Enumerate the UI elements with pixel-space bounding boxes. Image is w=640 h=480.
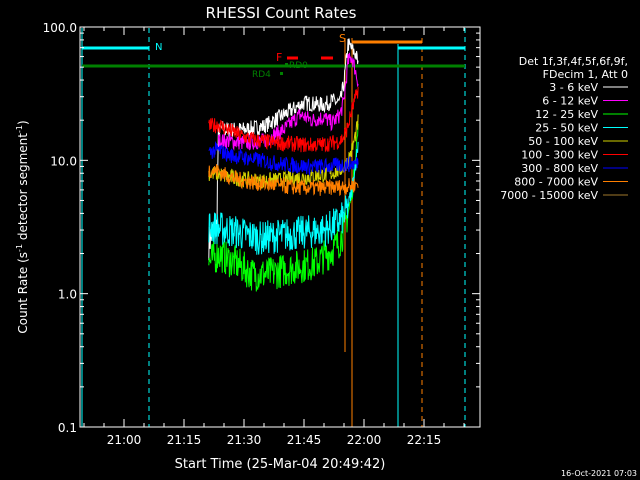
annotation-rd4: RD4	[252, 70, 271, 80]
series-line-7	[208, 164, 359, 197]
annotations: S F RD0 RD4	[252, 32, 346, 80]
plot-frame	[79, 26, 481, 428]
legend-label-3: 25 - 50 keV	[535, 122, 598, 135]
y-label-exp2: -1	[15, 125, 24, 133]
legend-label-2: 12 - 25 keV	[535, 108, 598, 121]
y-tick-label-0: 0.1	[58, 421, 77, 435]
generated-timestamp: 16-Oct-2021 07:03	[561, 469, 637, 478]
chart-title: RHESSI Count Rates	[206, 4, 357, 22]
series-line-5	[208, 86, 359, 153]
legend-label-7: 800 - 7000 keV	[514, 176, 598, 189]
green-dot-rd0	[285, 63, 288, 66]
x-tick-label-3: 21:45	[287, 433, 322, 447]
x-axis-label: Start Time (25-Mar-04 20:49:42)	[175, 457, 386, 472]
x-tick-label-4: 22:00	[347, 433, 382, 447]
legend-label-1: 6 - 12 keV	[542, 95, 598, 108]
legend: Det 1f,3f,4f,5f,6f,9f, FDecim 1, Att 0 3…	[500, 55, 628, 202]
green-dot-rd4	[280, 72, 283, 75]
legend-label-8: 7000 - 15000 keV	[500, 189, 598, 202]
series-line-1	[217, 52, 359, 151]
legend-label-0: 3 - 6 keV	[549, 81, 598, 94]
y-label-part3: )	[16, 120, 30, 125]
series-line-6	[208, 140, 359, 177]
time-markers: N	[81, 28, 466, 427]
series-line-2	[208, 123, 359, 292]
legend-label-6: 300 - 800 keV	[521, 162, 598, 175]
y-tick-label-3: 100.0	[43, 21, 77, 35]
y-tick-label-2: 10.0	[50, 154, 77, 168]
x-tick-label-1: 21:15	[167, 433, 202, 447]
cyan-n-label: N	[155, 42, 162, 53]
y-tick-label-1: 1.0	[58, 288, 77, 302]
x-tick-label-2: 21:30	[227, 433, 262, 447]
y-label-exp1: -1	[15, 244, 24, 252]
series-layer	[208, 38, 359, 292]
annotation-s: S	[339, 32, 346, 45]
legend-label-5: 100 - 300 keV	[521, 149, 598, 162]
x-tick-label-5: 22:15	[407, 433, 442, 447]
legend-label-4: 50 - 100 keV	[528, 135, 598, 148]
y-label-part1: Count Rate (s	[16, 252, 30, 334]
annotation-f: F	[276, 51, 282, 64]
tick-layer: 21:00 21:15 21:30 21:45 22:00 22:15 0.1 1.0 10.0…	[43, 21, 480, 447]
y-axis-label: Count Rate (s-1 detector segment-1)	[15, 120, 30, 333]
legend-header-2: FDecim 1, Att 0	[543, 68, 628, 81]
x-tick-label-0: 21:00	[107, 433, 142, 447]
legend-header-1: Det 1f,3f,4f,5f,6f,9f,	[519, 55, 628, 68]
series-line-3	[208, 141, 359, 255]
y-label-part2: detector segment	[16, 133, 30, 244]
annotation-rd0: RD0	[289, 61, 308, 71]
